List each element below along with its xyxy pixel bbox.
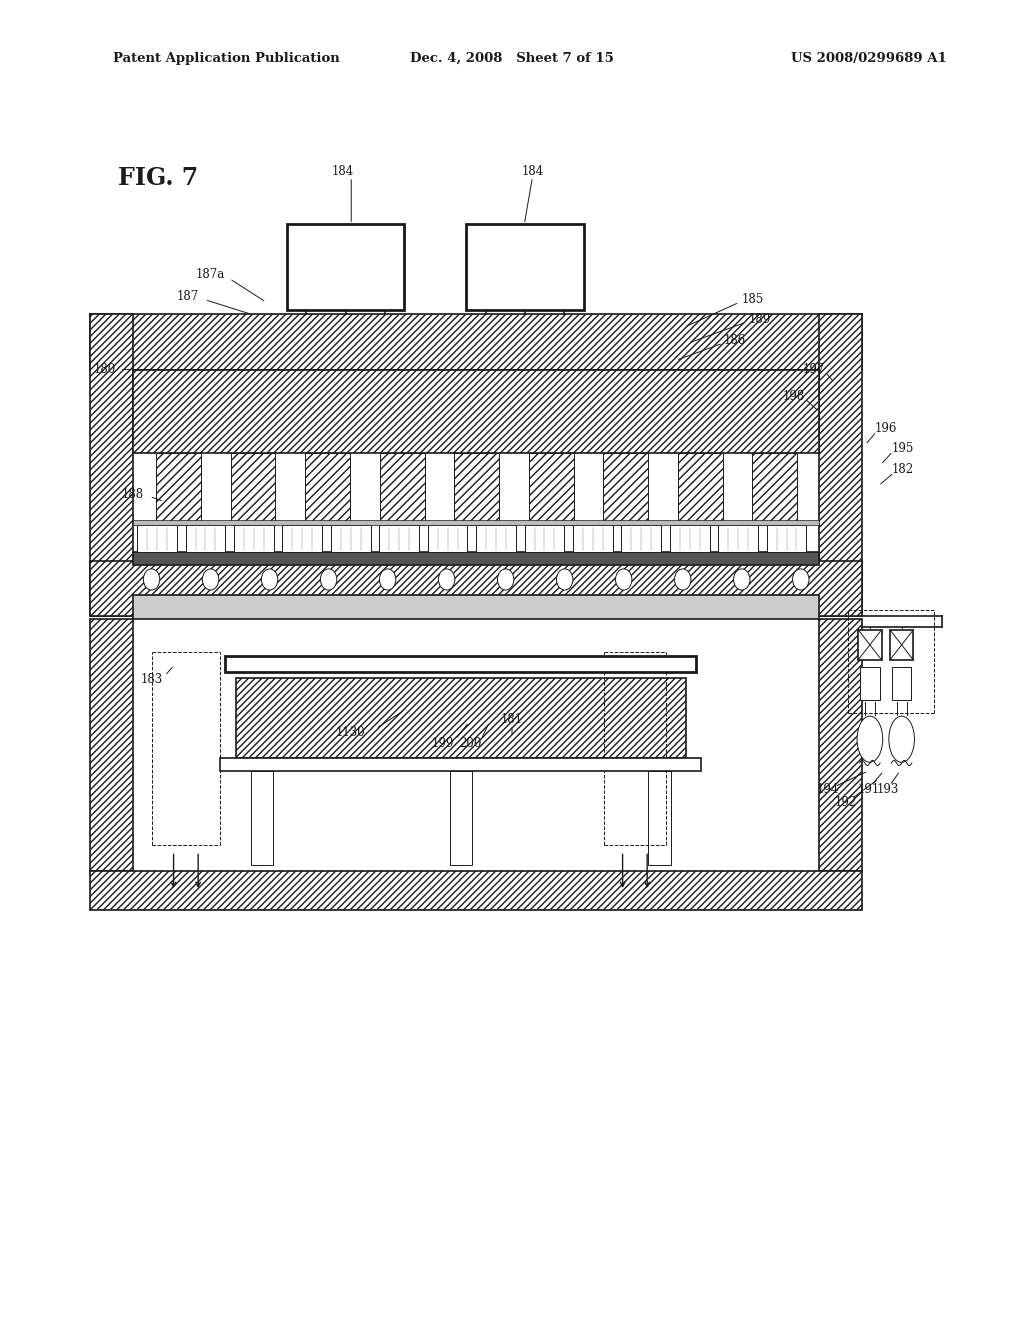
Bar — [450, 771, 472, 865]
Text: 195: 195 — [892, 442, 914, 455]
Circle shape — [498, 569, 514, 590]
Circle shape — [438, 569, 455, 590]
Bar — [753, 453, 797, 525]
Circle shape — [321, 569, 337, 590]
Text: 196: 196 — [874, 422, 897, 436]
Bar — [234, 525, 273, 552]
Bar — [331, 525, 371, 552]
Text: FIG. 7: FIG. 7 — [118, 166, 198, 190]
Text: 193: 193 — [877, 783, 899, 796]
Bar — [622, 525, 662, 552]
Circle shape — [143, 569, 160, 590]
Text: Patent Application Publication: Patent Application Publication — [113, 51, 339, 65]
Bar — [287, 224, 404, 310]
Text: 187: 187 — [176, 290, 199, 304]
Text: 180: 180 — [93, 363, 116, 376]
Text: 192: 192 — [835, 796, 857, 809]
Text: 197: 197 — [803, 363, 825, 376]
Text: 182: 182 — [892, 463, 914, 477]
Bar — [185, 525, 225, 552]
Bar — [858, 630, 882, 660]
Text: 187a: 187a — [196, 268, 224, 281]
Bar — [466, 224, 584, 310]
Bar — [860, 667, 880, 700]
Bar — [133, 520, 819, 525]
Bar — [90, 314, 133, 616]
Bar — [157, 453, 201, 525]
Text: 184: 184 — [521, 165, 544, 178]
Bar — [90, 561, 862, 616]
Bar — [283, 525, 323, 552]
Circle shape — [675, 569, 691, 590]
Bar — [236, 678, 686, 758]
Bar — [137, 525, 177, 552]
Text: 1130: 1130 — [335, 726, 366, 739]
Bar — [648, 771, 671, 865]
Text: Dec. 4, 2008   Sheet 7 of 15: Dec. 4, 2008 Sheet 7 of 15 — [410, 51, 614, 65]
Text: 198: 198 — [782, 389, 805, 403]
Bar — [819, 619, 862, 871]
Circle shape — [380, 569, 396, 590]
Bar — [220, 758, 701, 771]
Text: US 2008/0299689 A1: US 2008/0299689 A1 — [792, 51, 947, 65]
Text: 185: 185 — [741, 293, 764, 306]
Bar — [251, 771, 273, 865]
Circle shape — [556, 569, 572, 590]
Ellipse shape — [889, 717, 914, 763]
Bar — [603, 453, 648, 525]
Circle shape — [793, 569, 809, 590]
Text: 183: 183 — [140, 673, 163, 686]
Bar — [528, 453, 573, 525]
Bar — [225, 656, 696, 672]
Bar — [305, 453, 350, 525]
Bar — [455, 453, 499, 525]
Circle shape — [203, 569, 219, 590]
Bar — [133, 595, 819, 619]
Bar — [230, 453, 275, 525]
Ellipse shape — [857, 717, 883, 763]
Text: 194: 194 — [816, 783, 839, 796]
Text: 186: 186 — [724, 334, 746, 347]
Text: 191: 191 — [857, 783, 880, 796]
Text: 189: 189 — [749, 313, 771, 326]
Bar — [90, 619, 133, 871]
Bar — [133, 370, 819, 453]
Bar — [678, 453, 723, 525]
Circle shape — [615, 569, 632, 590]
Bar — [476, 525, 516, 552]
Bar — [670, 525, 710, 552]
Bar — [573, 525, 612, 552]
Circle shape — [261, 569, 278, 590]
Bar — [133, 552, 819, 565]
Bar — [767, 525, 806, 552]
Bar — [90, 314, 862, 370]
Text: 181: 181 — [501, 713, 523, 726]
Bar — [892, 667, 911, 700]
Text: 184: 184 — [332, 165, 354, 178]
Bar — [890, 630, 913, 660]
Bar — [428, 525, 467, 552]
Bar — [379, 525, 419, 552]
Circle shape — [733, 569, 750, 590]
Bar — [718, 525, 758, 552]
Bar — [90, 871, 862, 909]
Bar — [524, 525, 564, 552]
Bar — [380, 453, 425, 525]
Text: 199: 199 — [431, 737, 454, 750]
Bar — [819, 314, 862, 616]
Text: 200: 200 — [459, 737, 481, 750]
Text: 188: 188 — [122, 488, 144, 502]
